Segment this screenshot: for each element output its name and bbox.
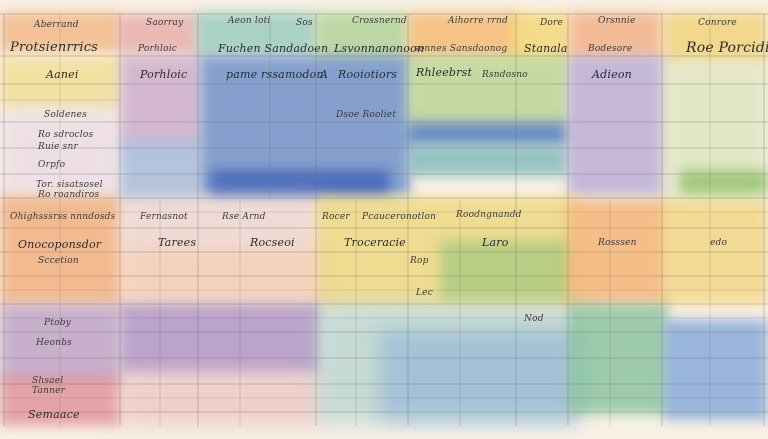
wash-blue-col2 — [120, 140, 200, 200]
column-title: Porhloic — [138, 44, 178, 54]
cell-text: Laro — [482, 236, 509, 249]
cell-text: Rooiotiors — [338, 68, 398, 81]
wash-blue-bottom — [380, 330, 580, 420]
cell-text: Rocseoi — [250, 236, 295, 249]
column-header: Saorray — [146, 18, 184, 28]
row-label: Heonbs — [36, 338, 72, 348]
wash-gold-top-right — [664, 12, 768, 62]
column-title: Protsienrrics — [10, 40, 99, 55]
wash-gold-right-mid — [664, 200, 768, 304]
column-title: Lsvonnanonoon — [334, 42, 425, 55]
row-label: Ptoby — [44, 318, 71, 328]
wash-orange-top — [408, 12, 518, 58]
column-header: Aberrand — [34, 20, 79, 30]
column-title: Roe Porcidion — [686, 40, 768, 56]
column-header: Crossnernd — [352, 16, 407, 26]
wash-yellow-left — [0, 58, 120, 108]
cell-text: Rsndosno — [482, 70, 528, 80]
cell-text: Nod — [524, 314, 544, 324]
column-header: Conrore — [698, 18, 737, 28]
wash-green-bottom-right — [568, 304, 668, 414]
cell-text: edo — [710, 238, 728, 248]
cell-text: Adieon — [592, 68, 632, 81]
wash-yellow-top — [510, 12, 570, 60]
wash-peach-top — [570, 12, 662, 58]
wash-teal-stripe — [408, 146, 568, 176]
cell-text: A — [320, 68, 329, 81]
wash-purple-bottom-left — [0, 304, 120, 384]
row-label: Ohighsssrss nnndosds — [10, 212, 116, 222]
row-label: Ro roandiros — [38, 190, 100, 200]
cell-text: Tarees — [158, 236, 197, 249]
row-label: Tor. sisatsosel — [36, 180, 103, 190]
cell-text: Dsoe Rooliet — [336, 110, 397, 120]
wash-lilac-left — [0, 110, 120, 200]
wash-blue-stripe — [408, 122, 568, 146]
row-label: Semaace — [28, 408, 80, 421]
cell-text: Rosssen — [598, 238, 637, 248]
wash-green-top — [316, 12, 408, 60]
wash-pink-bottom — [120, 370, 320, 426]
column-title: Stanala — [524, 42, 568, 55]
cell-text: Rocer — [322, 212, 350, 222]
cell-text: Lec — [416, 288, 433, 298]
wash-orange-top-left — [0, 12, 120, 52]
wash-green-middle — [440, 240, 570, 300]
wash-mauve-col2 — [120, 56, 200, 146]
column-title: sonnes Sansdaonog — [414, 44, 508, 54]
row-label: Orpfo — [38, 160, 66, 170]
cell-text: Rse Arnd — [222, 212, 266, 222]
cell-text: Fernasnot — [140, 212, 188, 222]
row-label: Ro sdroclos — [38, 130, 94, 140]
wash-blue-bottom-right — [664, 320, 768, 420]
wash-pink-top — [118, 14, 198, 54]
cell-text: Rhleebrst — [416, 66, 473, 79]
wash-green-right-center — [408, 56, 568, 126]
cell-text: Roodngnandd — [456, 210, 522, 220]
row-label: Ruie snr — [38, 142, 78, 152]
wash-orange-mid-left — [0, 196, 120, 304]
wash-orange-right-mid — [568, 200, 668, 304]
row-label: Tanner — [32, 386, 66, 396]
row-label: Soldenes — [44, 110, 87, 120]
wash-lavender-right — [568, 56, 664, 196]
cell-text: Pcauceronotlon — [362, 212, 437, 222]
column-title: Bodesore — [588, 44, 633, 54]
wash-cream-middle — [120, 196, 320, 256]
row-label: Onocoponsdor — [18, 238, 102, 251]
cell-text: Rop — [410, 256, 429, 266]
column-title: Fuchen Sandadoen — [218, 42, 329, 55]
row-label: Aanei — [46, 68, 79, 81]
column-header: Orsnnie — [598, 16, 636, 26]
row-label: Shsael — [32, 376, 64, 386]
wash-pink-bottom-left — [0, 376, 120, 426]
wash-teal-top — [196, 12, 316, 56]
wash-hill-right — [680, 170, 768, 194]
column-header: Aeon loti — [228, 16, 271, 26]
row-label: Sccetion — [38, 256, 79, 266]
column-header: Sos — [296, 18, 313, 28]
column-header: Aihorre rrnd — [448, 16, 508, 26]
cell-text: Porhloic — [140, 68, 188, 81]
wash-purple-bottom — [120, 304, 320, 374]
cell-text: Troceracie — [344, 236, 406, 249]
wash-peach-mid-left — [120, 250, 320, 306]
wash-deep-blue-band — [210, 170, 390, 196]
cell-text: pame rssamodon — [226, 68, 324, 81]
column-header: Dore — [540, 18, 564, 28]
